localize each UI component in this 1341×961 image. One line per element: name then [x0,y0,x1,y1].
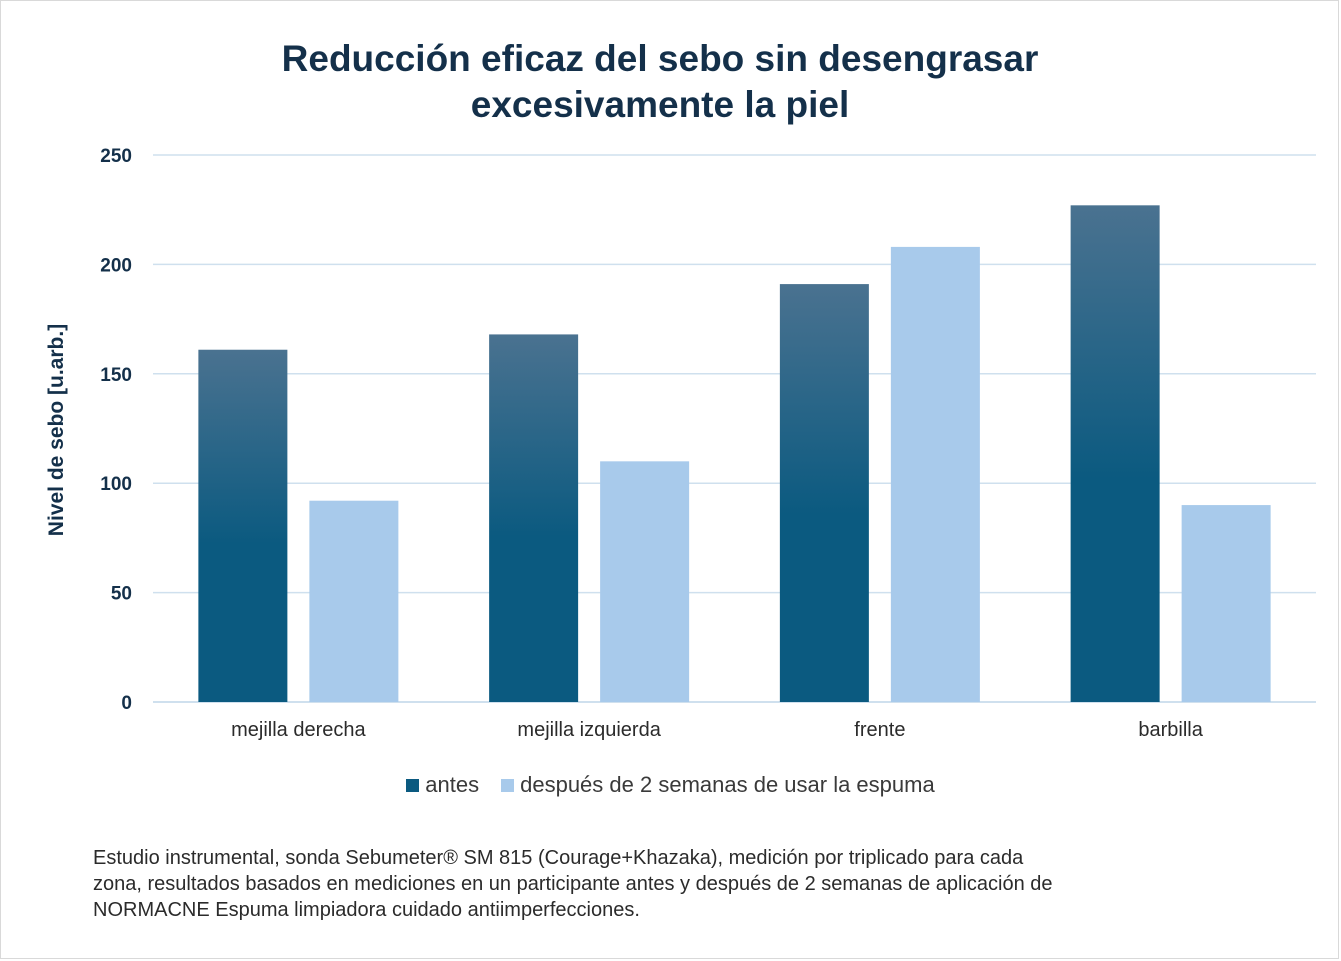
footnote-line-3: NORMACNE Espuma limpiadora cuidado antii… [93,899,640,921]
y-tick-labels: 0 50 100 150 200 250 [100,146,132,714]
y-tick-label: 50 [111,584,132,605]
y-tick-label: 100 [100,474,132,495]
bar-despues-3 [890,246,980,702]
legend-swatch-despues [501,778,515,792]
legend-label-despues: después de 2 semanas de usar la espuma [520,772,935,797]
x-tick-label: mejilla izquierda [517,719,661,741]
bar-antes-4 [1070,205,1160,702]
legend-swatch-antes [406,778,420,792]
bar-antes-3 [779,284,869,702]
x-tick-label: mejilla derecha [231,719,366,741]
bar-antes-2 [489,334,579,702]
legend-item-antes: antes [406,772,479,798]
y-axis-label: Nivel de sebo [u.arb.] [45,324,68,536]
footnote-line-2: zona, resultados basados en mediciones e… [93,873,1053,895]
bar-despues-1 [309,500,399,702]
bar-antes-1 [198,349,288,702]
y-tick-label: 150 [100,365,132,386]
legend: antes después de 2 semanas de usar la es… [0,772,1341,798]
footnote: Estudio instrumental, sonda Sebumeter® S… [93,845,1293,923]
chart-title-line-2: excesivamente la piel [470,84,850,125]
chart-title-line-1: Reducción eficaz del sebo sin desengrasa… [281,38,1039,79]
y-tick-label: 200 [100,255,132,276]
y-tick-label: 250 [100,146,132,167]
bar-despues-4 [1181,505,1271,702]
y-tick-label: 0 [121,693,132,714]
legend-label-antes: antes [425,772,480,797]
bars [198,205,1271,702]
x-tick-label: barbilla [1138,719,1203,741]
x-tick-label: frente [854,719,905,741]
bar-despues-2 [600,461,690,702]
bar-chart: 0 50 100 150 200 250 mejilla derecha mejilla i… [45,146,1316,741]
legend-item-despues: después de 2 semanas de usar la espuma [501,772,935,798]
footnote-line-1: Estudio instrumental, sonda Sebumeter® S… [93,847,1024,869]
x-tick-labels: mejilla derecha mejilla izquierda frente ba… [231,719,1204,741]
